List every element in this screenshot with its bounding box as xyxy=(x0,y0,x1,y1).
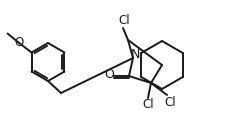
Text: Cl: Cl xyxy=(164,96,176,109)
Text: O: O xyxy=(104,67,114,80)
Text: Cl: Cl xyxy=(142,99,154,112)
Text: Cl: Cl xyxy=(118,14,130,27)
Text: O: O xyxy=(14,36,23,49)
Text: N: N xyxy=(130,47,140,60)
